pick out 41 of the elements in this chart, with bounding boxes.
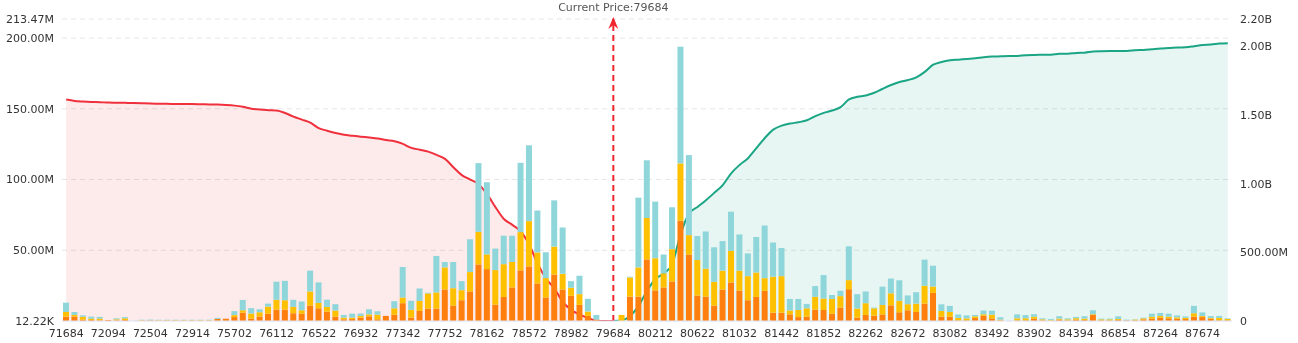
y2-tick-label: 1.00B: [1240, 177, 1273, 191]
x-tick-label: 78982: [553, 326, 589, 340]
x-tick-label: 76112: [259, 326, 295, 340]
x-tick-label: 72094: [90, 326, 126, 340]
x-tick-label: 71684: [48, 326, 84, 340]
x-tick-label: 81032: [722, 326, 758, 340]
y2-tick-label: 0: [1240, 314, 1247, 328]
x-tick-label: 82672: [890, 326, 926, 340]
y2-tick-label: 2.00B: [1240, 40, 1273, 54]
x-tick-label: 78162: [469, 326, 505, 340]
y-tick-label: 100.00M: [6, 173, 54, 187]
x-tick-label: 80622: [680, 326, 715, 340]
y-tick-label: 200.00M: [6, 31, 54, 45]
y-tick-label: 50.00M: [13, 244, 54, 258]
y-tick-label: 150.00M: [6, 102, 54, 116]
ref-line-label: Current Price:79684: [558, 1, 669, 14]
y2-tick-label: 1.50B: [1240, 109, 1273, 122]
y2-tick-label: 2.20B: [1240, 12, 1273, 26]
x-tick-label: 76522: [301, 326, 337, 340]
x-tick-label: 87264: [1142, 326, 1178, 340]
x-tick-label: 76932: [343, 326, 379, 340]
x-tick-label: 77342: [385, 326, 421, 340]
x-tick-label: 75702: [217, 326, 253, 340]
x-tick-label: 81852: [806, 326, 842, 340]
x-tick-label: 84394: [1058, 326, 1094, 340]
x-tick-label: 82262: [848, 326, 884, 340]
x-tick-label: 79684: [595, 326, 631, 340]
y-tick-label: 12.22K: [15, 314, 55, 328]
x-tick-label: 87674: [1185, 326, 1221, 340]
x-tick-label: 78572: [511, 326, 547, 340]
x-tick-label: 83902: [1016, 326, 1052, 340]
x-tick-label: 86854: [1100, 326, 1136, 340]
x-tick-label: 77752: [427, 326, 463, 340]
x-tick-label: 72914: [174, 326, 210, 340]
x-tick-label: 72504: [132, 326, 168, 340]
x-tick-label: 83082: [932, 326, 968, 340]
y-tick-label: 213.47M: [6, 12, 54, 26]
x-tick-label: 81442: [764, 326, 800, 340]
y2-tick-label: 500.00M: [1240, 246, 1288, 260]
x-tick-label: 83492: [974, 326, 1010, 340]
x-tick-label: 80212: [637, 326, 673, 340]
